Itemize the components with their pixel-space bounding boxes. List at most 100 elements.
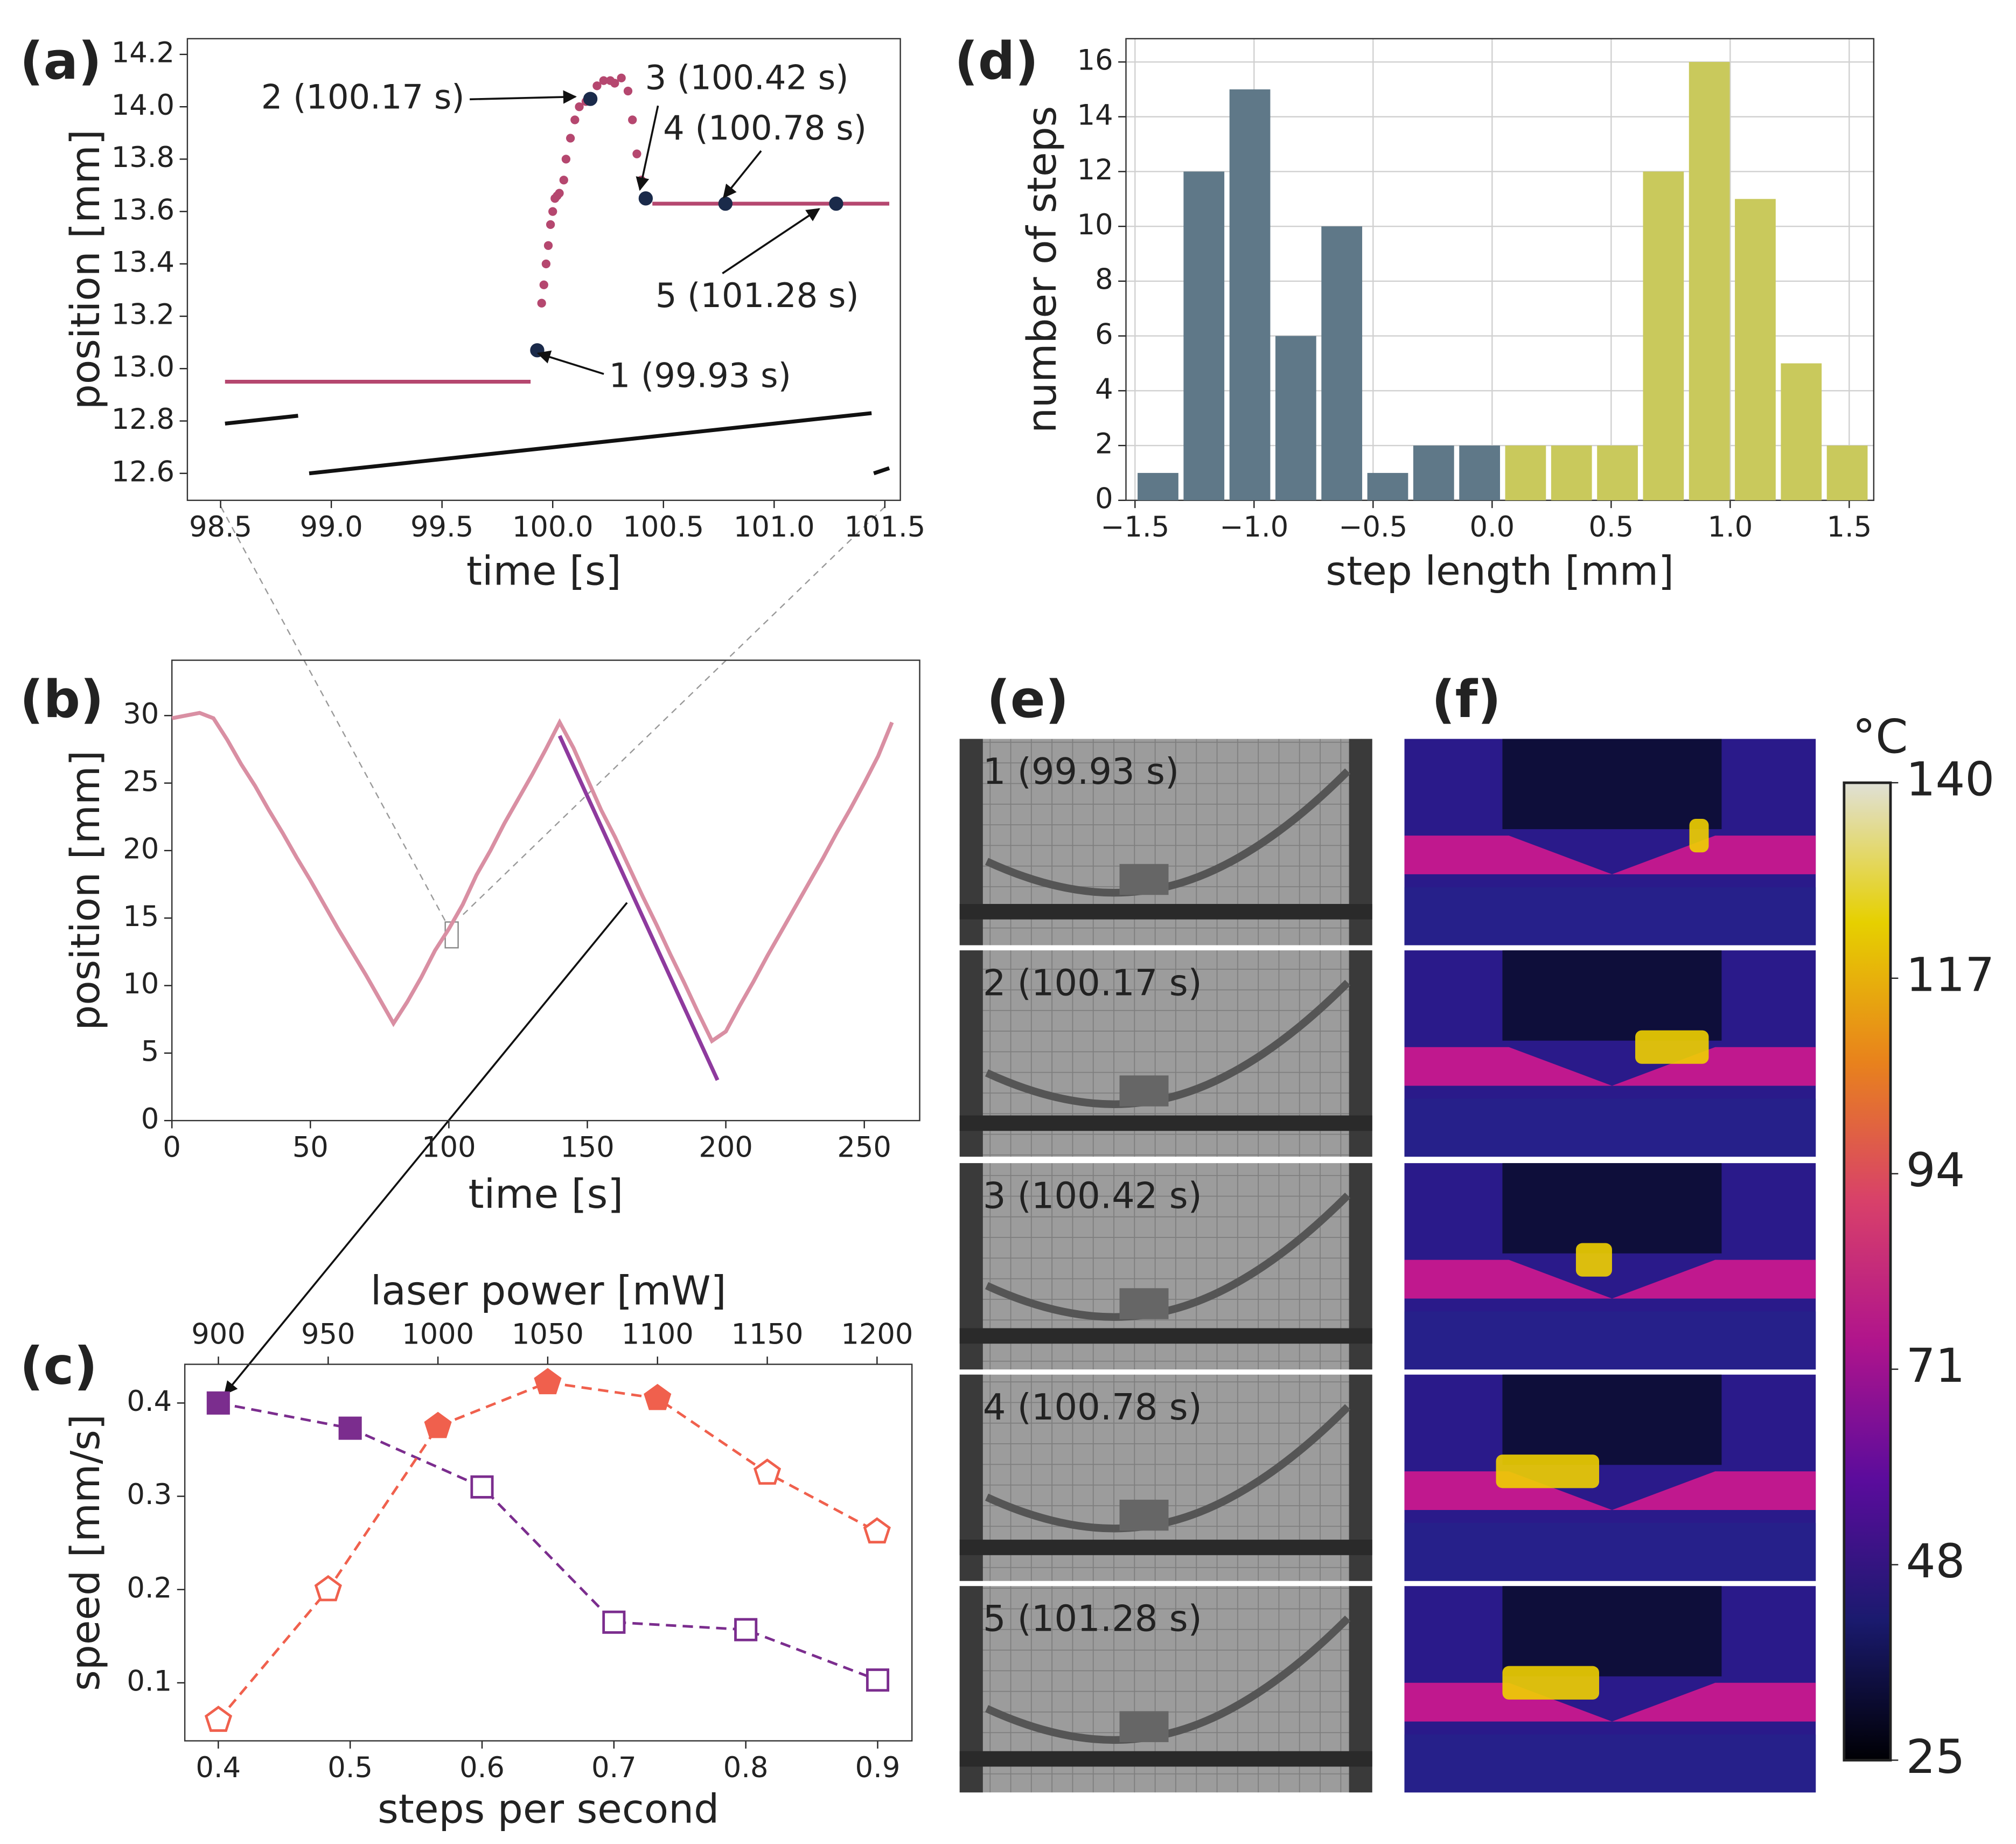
point (592, 81, 602, 91)
y-tick-label: 0 (1095, 482, 1113, 515)
x-tick-label: 98.5 (189, 511, 252, 544)
x-tick-label: 100.0 (512, 511, 594, 544)
x2-tick-label: 1050 (512, 1318, 584, 1351)
point (548, 207, 557, 216)
hot-spot (1635, 1030, 1709, 1064)
thermal-dark (1502, 739, 1722, 830)
y-tick-label: 13.8 (111, 141, 175, 174)
colorbar-tick-label: 117 (1906, 948, 1994, 1002)
robot (1119, 1288, 1169, 1319)
x-tick-label: 0.9 (855, 1751, 901, 1784)
series-line (171, 711, 894, 1044)
bar (1505, 446, 1546, 500)
y-tick-label: 14.2 (111, 37, 175, 69)
y-axis-label: speed [mm/s] (62, 1414, 109, 1691)
point (866, 1668, 890, 1692)
bar (1275, 336, 1316, 500)
point (599, 76, 608, 85)
point (638, 191, 653, 206)
frame-label: 2 (100.17 s) (983, 962, 1202, 1004)
thermal-base (1404, 1311, 1816, 1370)
y-tick-label: 13.2 (111, 298, 175, 331)
y-tick-label: 13.4 (111, 246, 175, 279)
bar (1413, 446, 1454, 500)
bar (1367, 472, 1408, 500)
x-axis-label: time [s] (466, 548, 622, 595)
y-tick-label: 12.8 (111, 403, 175, 436)
bar (1643, 171, 1684, 500)
x-tick-label: −1.5 (1100, 511, 1169, 544)
annotation-arrow (722, 208, 820, 274)
y-tick-label: 10 (123, 968, 159, 1000)
bar (1183, 171, 1225, 500)
thermal-base (1404, 1734, 1816, 1793)
robot (1119, 864, 1169, 895)
thermal-base (1404, 887, 1816, 945)
point (338, 1416, 362, 1440)
thermal-band (1404, 1047, 1816, 1086)
y-tick-label: 0.2 (127, 1571, 172, 1604)
point (470, 1475, 494, 1499)
series-line (217, 1381, 878, 1721)
hot-spot (1689, 819, 1709, 853)
rail (959, 903, 1372, 920)
y-tick-label: 2 (1095, 428, 1113, 461)
bar (1735, 199, 1776, 500)
y-tick-label: 10 (1077, 208, 1113, 241)
annotation-arrow (636, 105, 659, 191)
point (829, 196, 843, 211)
x-tick-label: 0.5 (327, 1751, 373, 1784)
point (539, 280, 548, 289)
bar (1551, 446, 1592, 500)
bar (1826, 446, 1868, 500)
x2-tick-label: 950 (301, 1318, 355, 1351)
annotation-arrow (536, 350, 604, 375)
x-tick-label: 0.6 (459, 1751, 505, 1784)
series-line (309, 411, 872, 476)
x-tick-label: 150 (560, 1131, 615, 1164)
x2-tick-label: 1150 (731, 1318, 804, 1351)
point (546, 220, 555, 229)
point (204, 1706, 233, 1732)
x-tick-label: 100.5 (623, 511, 704, 544)
y-tick-label: 12.6 (111, 455, 175, 488)
x2-tick-label: 900 (191, 1318, 246, 1351)
y-tick-label: 4 (1095, 373, 1113, 406)
y-tick-label: 0.3 (127, 1478, 172, 1511)
annotation: 3 (100.42 s) (645, 58, 849, 97)
annotation: 2 (100.17 s) (261, 77, 465, 116)
bar (1138, 472, 1178, 500)
x-tick-label: 101.5 (844, 511, 925, 544)
x-tick-label: 100 (422, 1131, 476, 1164)
bar (1689, 62, 1730, 500)
thermal-dark (1502, 1586, 1722, 1676)
rail (959, 1751, 1372, 1767)
annotation-arrow (723, 150, 762, 199)
robot (1119, 1499, 1169, 1531)
thermal-dark (1502, 1163, 1722, 1254)
colorbar-tick-label: 71 (1906, 1339, 1965, 1393)
x-axis-label: time [s] (468, 1171, 623, 1217)
thermal-band (1404, 1260, 1816, 1299)
series-line (557, 735, 720, 1081)
point (632, 149, 641, 158)
y-tick-label: 20 (123, 833, 159, 866)
bar (1597, 446, 1638, 500)
colorbar (1843, 781, 1892, 1762)
x-axis-label: step length [mm] (1326, 548, 1674, 595)
point (863, 1517, 891, 1544)
series-line (225, 414, 298, 426)
x-tick-label: −0.5 (1338, 511, 1407, 544)
y-axis-label: position [mm] (62, 750, 109, 1031)
colorbar-tick-label: 94 (1906, 1144, 1965, 1198)
frame-label: 1 (99.93 s) (983, 750, 1179, 792)
annotation: 5 (101.28 s) (655, 276, 859, 315)
annotation: 1 (99.93 s) (609, 356, 791, 395)
point (623, 86, 633, 96)
hot-spot (1575, 1243, 1612, 1277)
thermal-dark (1502, 950, 1722, 1041)
point (561, 155, 571, 164)
panel-label: (f) (1432, 669, 1501, 729)
point (610, 79, 619, 88)
y-tick-label: 14 (1077, 99, 1113, 131)
